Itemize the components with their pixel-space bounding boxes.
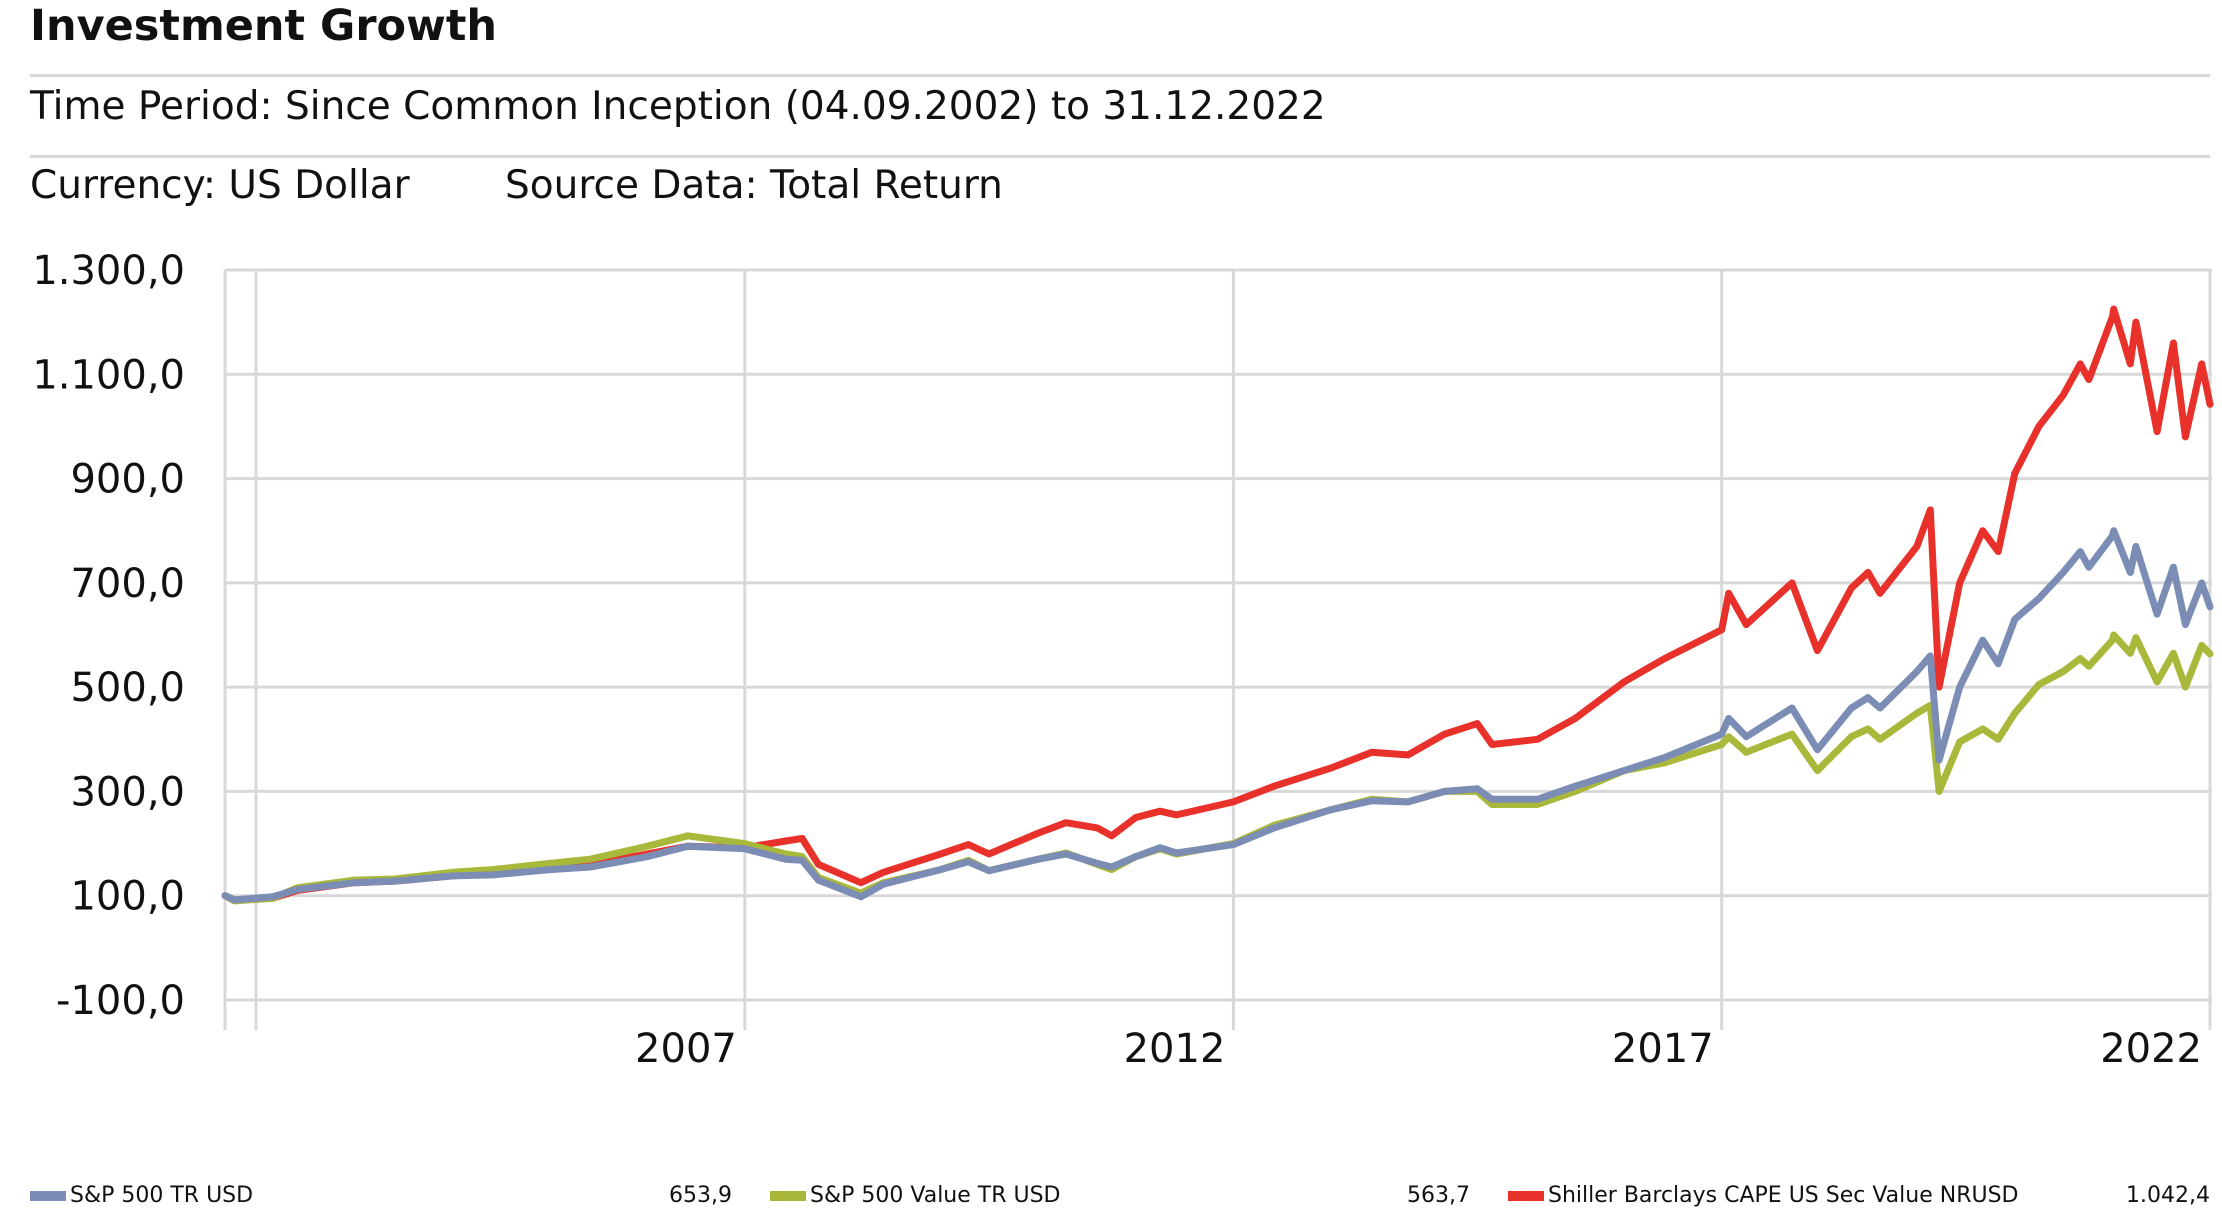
y-tick-label: 900,0: [70, 457, 185, 503]
y-tick-label: 1.100,0: [32, 352, 185, 398]
legend-value-sp500-value: 563,7: [1407, 1183, 1470, 1208]
source-data-text: Source Data: Total Return: [505, 163, 1003, 208]
series-line-s-p-500-tr-usd: [221, 527, 2214, 904]
y-tick-label: 300,0: [70, 769, 185, 815]
legend-item-sp500-value: S&P 500 Value TR USD: [770, 1181, 1061, 1211]
legend-swatch-sp500: [30, 1191, 66, 1201]
legend-swatch-sp500-value: [770, 1191, 806, 1201]
legend-value-shiller: 1.042,4: [2126, 1183, 2210, 1208]
y-tick-label: 500,0: [70, 665, 185, 711]
legend-label-shiller: Shiller Barclays CAPE US Sec Value NRUSD: [1548, 1183, 2019, 1208]
y-tick-label: 700,0: [70, 561, 185, 607]
time-period-text: Time Period: Since Common Inception (04.…: [30, 84, 1326, 129]
x-tick-label: 2022: [2100, 1026, 2202, 1072]
x-tick-label: 2017: [1612, 1026, 1714, 1072]
chart-title: Investment Growth: [30, 1, 497, 51]
y-tick-label: 100,0: [70, 874, 185, 920]
series-line-shiller-barclays-cape-us-sec-value-nrusd: [221, 305, 2214, 904]
legend-item-sp500: S&P 500 TR USD: [30, 1181, 253, 1211]
subtitle-divider: [30, 155, 2210, 158]
legend-label-sp500-value: S&P 500 Value TR USD: [810, 1183, 1061, 1208]
x-tick-label: 2007: [635, 1026, 737, 1072]
legend-swatch-shiller: [1508, 1191, 1544, 1201]
currency-text: Currency: US Dollar: [30, 163, 410, 208]
legend-value-sp500: 653,9: [669, 1183, 732, 1208]
legend-label-sp500: S&P 500 TR USD: [70, 1183, 254, 1208]
y-tick-label: 1.300,0: [32, 248, 185, 294]
x-tick-label: 2012: [1124, 1026, 1226, 1072]
y-tick-label: -100,0: [56, 978, 185, 1024]
title-divider: [30, 74, 2210, 77]
legend-item-shiller: Shiller Barclays CAPE US Sec Value NRUSD: [1508, 1181, 2019, 1211]
